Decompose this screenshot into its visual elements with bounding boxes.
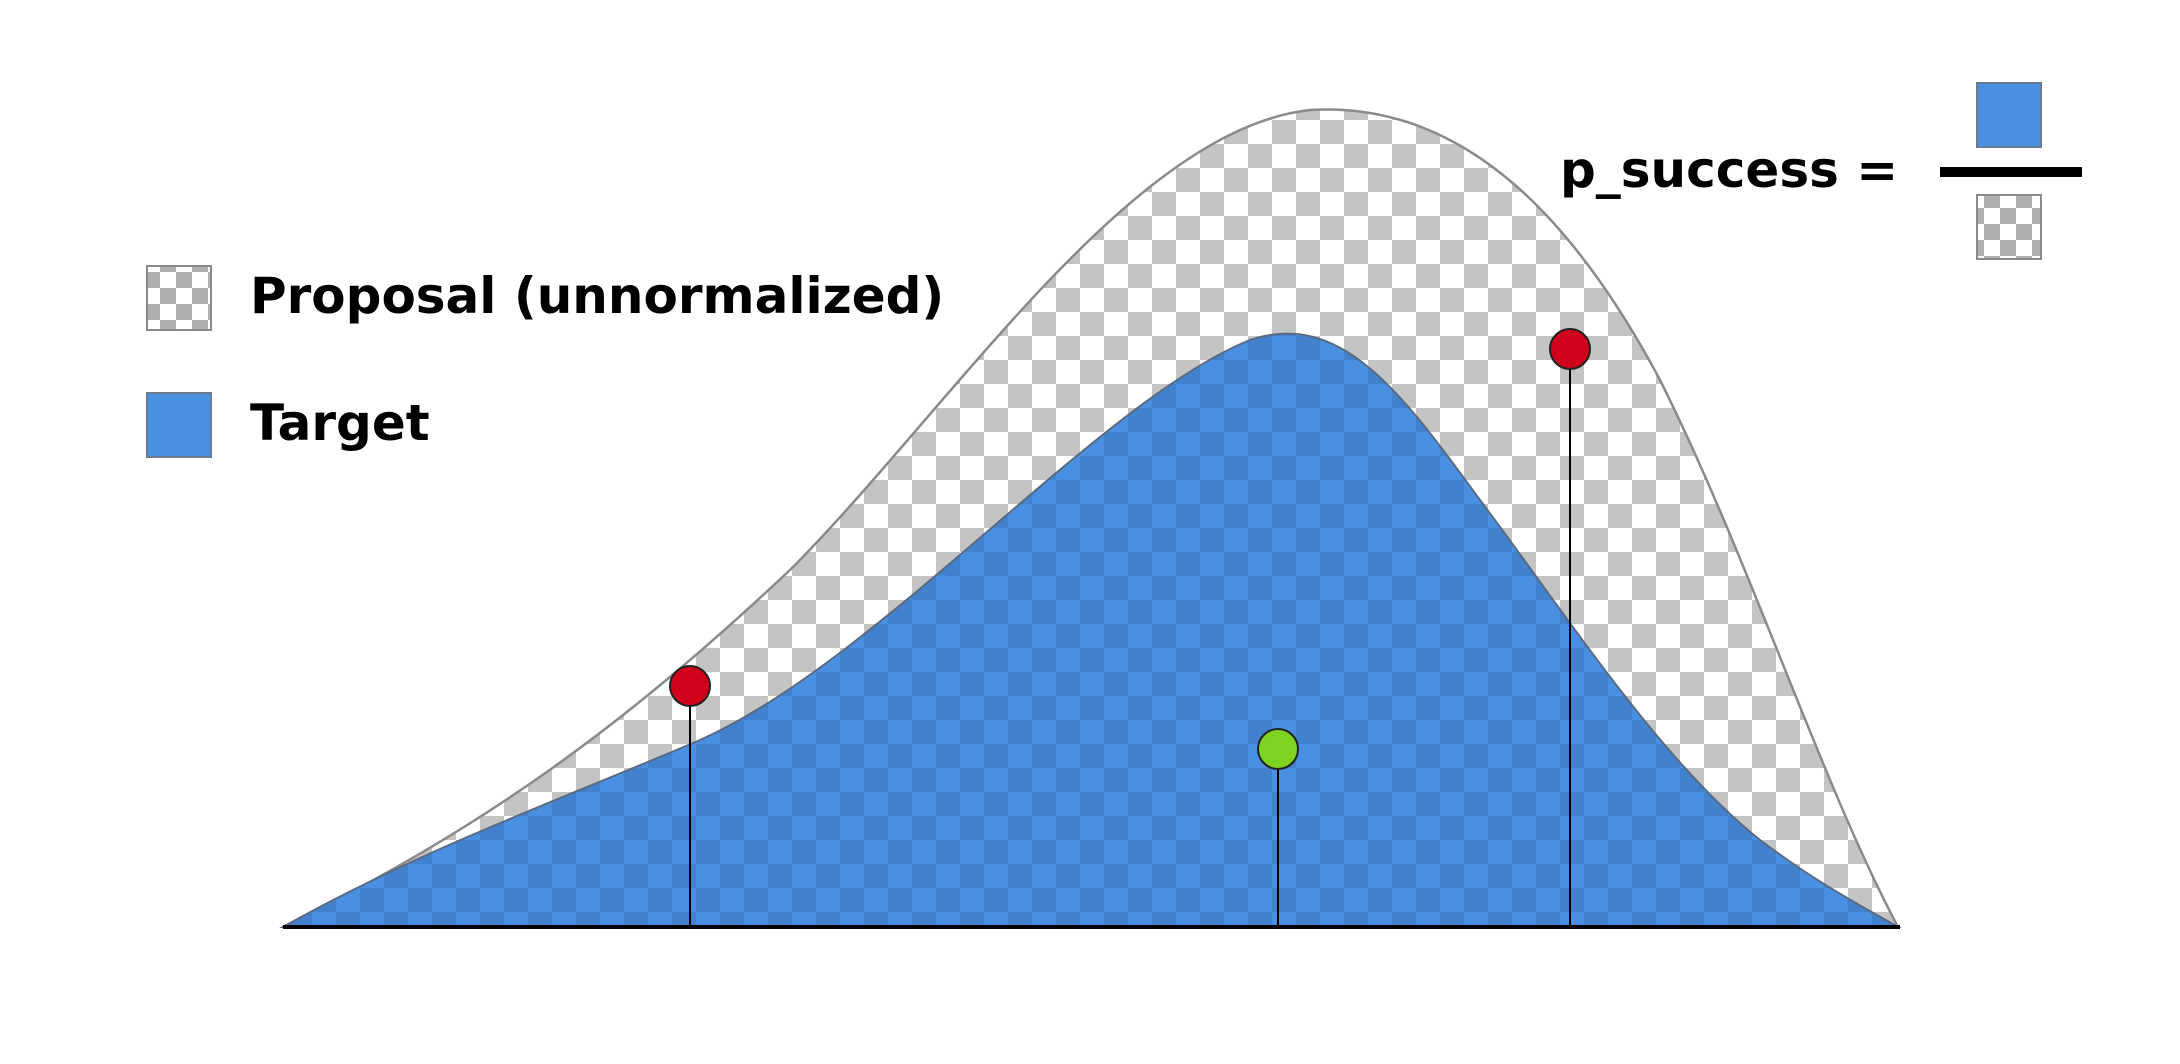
legend-label-proposal: Proposal (unnormalized) <box>250 267 944 325</box>
accepted-sample-point <box>1257 728 1299 770</box>
legend: Proposal (unnormalized) Target <box>146 265 944 458</box>
target-curve <box>279 332 1902 928</box>
target-swatch <box>146 392 212 458</box>
success-probability-formula: p_success = <box>1560 82 2082 260</box>
legend-label-target: Target <box>250 394 430 452</box>
formula-label: p_success = <box>1560 141 1898 199</box>
rejected-sample-point <box>1549 328 1591 370</box>
denominator-proposal-swatch <box>1976 194 2042 260</box>
numerator-target-swatch <box>1976 82 2042 148</box>
proposal-swatch <box>146 265 212 331</box>
rejected-sample-point <box>669 665 711 707</box>
